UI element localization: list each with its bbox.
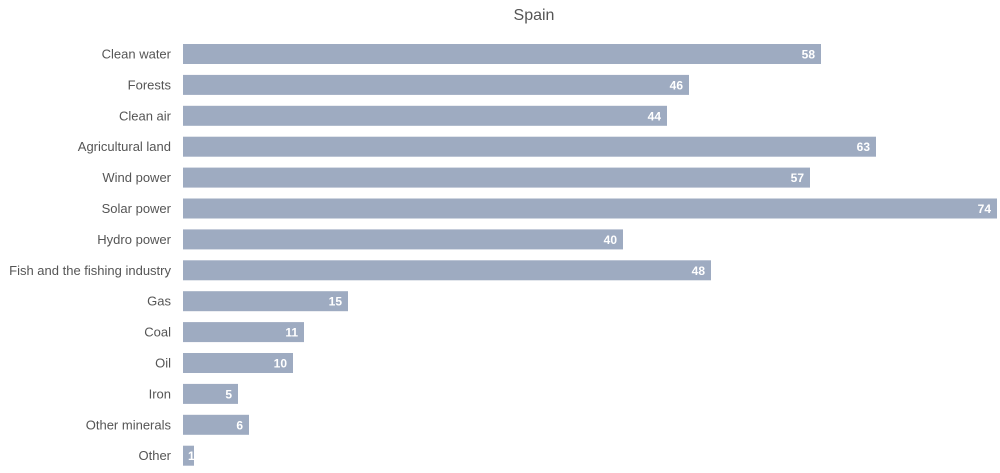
category-label: Forests: [128, 77, 172, 92]
value-label: 40: [604, 233, 618, 247]
category-label: Other minerals: [86, 417, 172, 432]
bar-row: Solar power 74: [102, 198, 997, 219]
bar-row: Other 1: [138, 445, 195, 466]
value-label: 48: [692, 264, 706, 278]
category-label: Clean water: [102, 47, 172, 62]
value-label: 44: [648, 109, 662, 123]
bar: [183, 74, 689, 95]
value-label: 74: [978, 202, 992, 216]
bar-row: Fish and the fishing industry 48: [9, 260, 711, 281]
bar: [183, 229, 623, 250]
bar-row: Forests 46: [128, 74, 689, 95]
bar: [183, 44, 821, 64]
value-label: 63: [857, 140, 871, 154]
bar-row: Gas 15: [147, 291, 348, 312]
category-label: Hydro power: [97, 232, 171, 247]
bar: [183, 167, 810, 188]
bar: [183, 383, 238, 404]
value-label: 46: [670, 78, 684, 92]
bar: [183, 136, 876, 157]
bar-row: Other minerals 6: [86, 414, 249, 435]
bar: [183, 291, 348, 312]
value-label: 57: [791, 171, 805, 185]
bar: [183, 322, 304, 343]
category-label: Clean air: [119, 108, 172, 123]
bar-row: Iron 5: [149, 383, 238, 404]
value-label: 5: [225, 387, 232, 401]
bar-row: Coal 11: [144, 322, 304, 343]
value-label: 6: [236, 418, 243, 432]
bar: [183, 105, 667, 126]
category-label: Solar power: [102, 201, 172, 216]
value-label: 10: [274, 357, 288, 371]
bar-row: Oil 10: [155, 353, 293, 373]
bar-row: Clean air 44: [119, 105, 667, 126]
value-label: 15: [329, 295, 343, 309]
category-label: Gas: [147, 294, 171, 309]
category-label: Agricultural land: [78, 139, 171, 154]
bar-row: Agricultural land 63: [78, 136, 876, 157]
chart-title: Spain: [514, 7, 555, 24]
value-label: 1: [188, 449, 195, 463]
bar: [183, 260, 711, 281]
bar-row: Wind power 57: [102, 167, 810, 188]
category-label: Iron: [149, 386, 171, 401]
value-label: 58: [802, 48, 816, 62]
bar-row: Hydro power 40: [97, 229, 623, 250]
category-label: Fish and the fishing industry: [9, 263, 171, 278]
bar-group: Clean water 58 Forests 46 Clean air 44 Agricul…: [9, 44, 997, 466]
category-label: Oil: [155, 356, 171, 371]
category-label: Other: [138, 448, 171, 463]
bar: [183, 198, 997, 219]
bar-row: Clean water 58: [102, 44, 821, 64]
bar: [183, 353, 293, 373]
bar: [183, 414, 249, 435]
bar: [183, 445, 194, 466]
category-label: Coal: [144, 325, 171, 340]
category-label: Wind power: [102, 170, 171, 185]
value-label: 11: [285, 326, 298, 340]
